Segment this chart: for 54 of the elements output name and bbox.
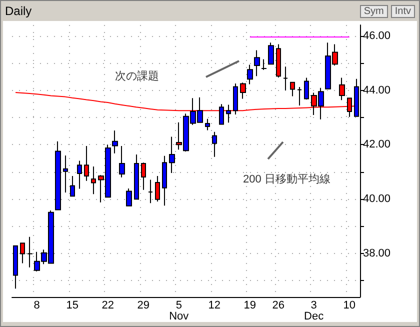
- chart-title: Daily: [5, 4, 33, 18]
- text: Sym: [360, 4, 388, 18]
- candlestick: [304, 77, 309, 100]
- x-tick-label: 8: [34, 300, 40, 312]
- candlestick: [148, 179, 153, 204]
- x-tick-label: 15: [66, 300, 78, 312]
- candlestick: [119, 146, 125, 178]
- candlestick: [283, 66, 288, 91]
- x-tick-label: 3 Dec: [304, 300, 324, 322]
- candlestick: [134, 154, 139, 200]
- y-tick-label: 44.00: [363, 84, 391, 96]
- candlestick: [254, 50, 260, 77]
- candlestick: [297, 86, 302, 106]
- x-tick-label: 5 Nov: [169, 300, 190, 322]
- text: Intv: [390, 4, 415, 18]
- candlestick: [205, 118, 210, 131]
- annotation: 次の課題: [115, 70, 159, 82]
- candlestick: [112, 130, 118, 154]
- candlestick: [141, 162, 146, 190]
- candlestick: [169, 136, 175, 174]
- candlestick: [77, 160, 82, 190]
- candlestick: [155, 175, 160, 202]
- candlestick: [126, 188, 132, 206]
- candlestick: [212, 131, 217, 158]
- y-tick-label: 38.00: [363, 247, 391, 260]
- candlestick: [261, 58, 267, 70]
- candlestick: [84, 146, 89, 182]
- x-tick-label: 22: [102, 300, 114, 312]
- candlestick: [70, 175, 75, 197]
- candlestick: [339, 77, 345, 101]
- candlestick: [247, 64, 253, 85]
- candlestick: [91, 166, 96, 195]
- candlestick: [63, 155, 68, 194]
- candlestick: [162, 155, 167, 206]
- candlestick: [226, 104, 231, 124]
- y-tick-label: 40.00: [363, 193, 391, 206]
- candlestick: [268, 42, 274, 65]
- candlestick: [20, 242, 25, 264]
- candlestick: [55, 140, 61, 210]
- candlestick: [219, 104, 224, 125]
- x-tick-label: 19: [244, 300, 256, 312]
- x-tick-label: 12: [208, 300, 221, 312]
- x-tick-label: 29: [137, 300, 150, 312]
- candlestick: [290, 82, 295, 97]
- candlestick: [27, 236, 33, 268]
- x-tick-label: 26: [272, 300, 284, 312]
- x-tick-label: 10: [343, 300, 356, 312]
- candlestick: [240, 82, 246, 100]
- candlestick: [276, 44, 281, 78]
- candlestick: [13, 245, 18, 290]
- y-tick-label: 42.00: [363, 138, 391, 151]
- annotation: 200 日移動平均線: [243, 174, 330, 186]
- y-tick-label: 46.00: [363, 30, 391, 42]
- candlestick: [233, 82, 238, 115]
